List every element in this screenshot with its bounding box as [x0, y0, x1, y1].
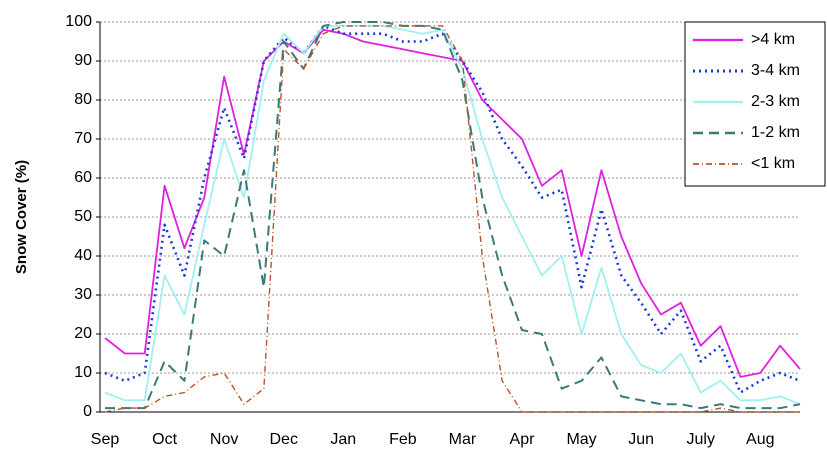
x-tick-label: Jun	[628, 431, 654, 448]
y-tick-label: 60	[74, 169, 92, 186]
legend-label: <1 km	[751, 155, 795, 172]
y-tick-label: 0	[83, 403, 92, 420]
x-tick-label: Oct	[152, 431, 177, 448]
y-axis-label: Snow Cover (%)	[13, 160, 30, 274]
legend-label: 2-3 km	[751, 93, 800, 110]
x-tick-label: Nov	[210, 431, 238, 448]
y-tick-label: 80	[74, 91, 92, 108]
series-line	[104, 24, 801, 406]
series-line	[105, 21, 801, 410]
x-tick-label: July	[686, 431, 714, 448]
x-tick-label: Jan	[330, 431, 356, 448]
y-tick-label: 70	[74, 130, 92, 147]
legend-label: 3-4 km	[751, 62, 800, 79]
x-tick-label: Sep	[91, 431, 120, 448]
x-tick-label: Aug	[746, 431, 774, 448]
legend-box	[684, 21, 826, 187]
x-tick-label: May	[566, 431, 596, 448]
x-tick-label: Mar	[449, 431, 477, 448]
y-tick-label: 90	[74, 52, 92, 69]
y-tick-label: 30	[74, 286, 92, 303]
x-tick-label: Apr	[510, 431, 536, 448]
x-tick-label: Dec	[269, 431, 297, 448]
x-tick-label: Feb	[389, 431, 417, 448]
legend-label: 1-2 km	[751, 124, 800, 141]
y-tick-label: 20	[74, 325, 92, 342]
series-line	[104, 28, 801, 378]
y-tick-label: 40	[74, 247, 92, 264]
y-tick-label: 50	[74, 208, 92, 225]
y-tick-label: 10	[74, 364, 92, 381]
legend-label: >4 km	[751, 31, 795, 48]
y-tick-label: 100	[65, 13, 92, 30]
